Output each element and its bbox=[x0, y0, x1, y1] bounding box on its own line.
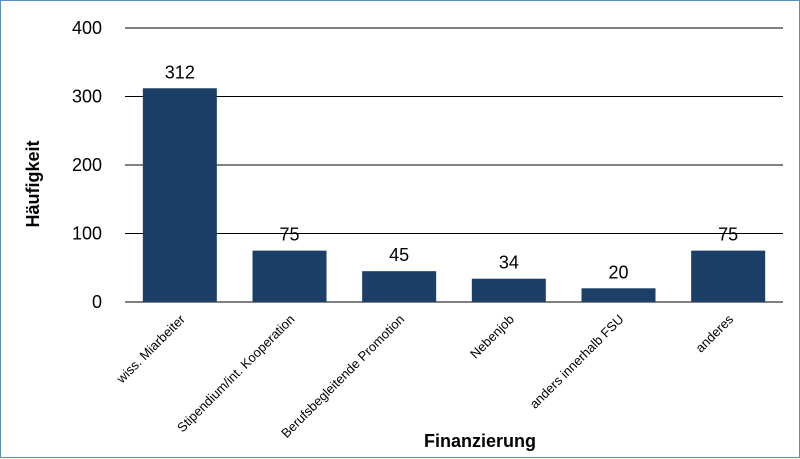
x-tick-label: anders innerhalb FSU bbox=[527, 312, 627, 412]
x-tick-label: Stipendium/int. Kooperation bbox=[174, 312, 298, 436]
bars bbox=[142, 88, 766, 302]
x-tick-label: wiss. Miarbeiter bbox=[113, 311, 189, 387]
data-label: 34 bbox=[499, 253, 519, 273]
bar bbox=[142, 88, 217, 302]
bar bbox=[252, 250, 327, 302]
y-tick-label: 400 bbox=[72, 18, 102, 38]
data-label: 312 bbox=[165, 62, 195, 82]
x-tick-label: Berufsbegleitende Promotion bbox=[278, 312, 407, 441]
y-tick-label: 100 bbox=[72, 224, 102, 244]
data-label: 75 bbox=[718, 225, 738, 245]
x-tick-label: Nebenjob bbox=[467, 312, 517, 362]
y-tick-label: 200 bbox=[72, 155, 102, 175]
bar bbox=[691, 250, 766, 302]
data-labels: 312 75 45 34 20 75 bbox=[165, 62, 738, 282]
bar bbox=[471, 278, 546, 302]
x-tick-label: anderes bbox=[692, 311, 736, 355]
data-label: 45 bbox=[389, 245, 409, 265]
bar bbox=[362, 271, 437, 302]
y-tick-label: 300 bbox=[72, 87, 102, 107]
data-label: 20 bbox=[608, 262, 628, 282]
gridlines bbox=[125, 27, 783, 303]
y-axis-title: Häufigkeit bbox=[23, 140, 43, 227]
bar bbox=[581, 288, 656, 302]
y-tick-label: 0 bbox=[92, 292, 102, 312]
data-label: 75 bbox=[279, 225, 299, 245]
y-tick-labels: 0 100 200 300 400 bbox=[72, 18, 102, 312]
x-axis-title: Finanzierung bbox=[424, 431, 536, 451]
